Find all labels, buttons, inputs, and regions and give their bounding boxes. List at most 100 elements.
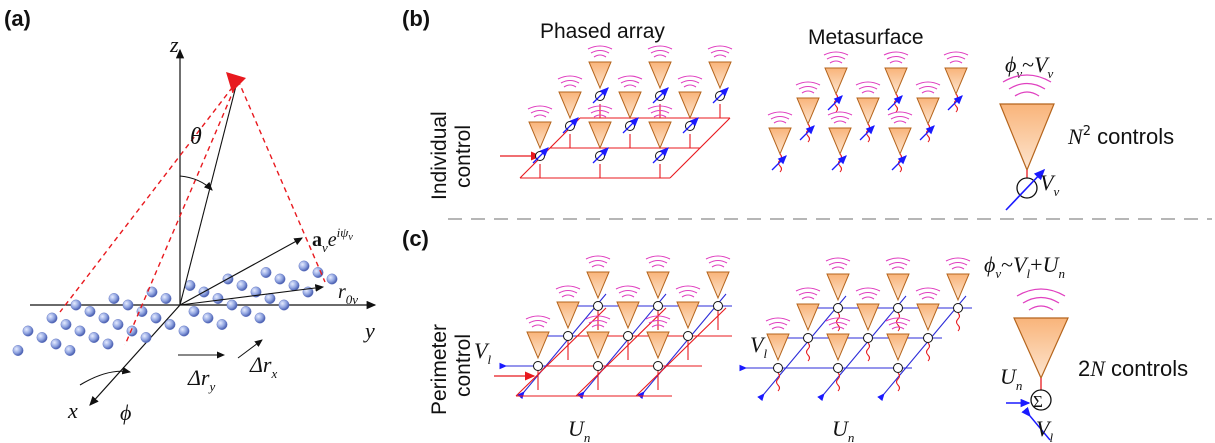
av-vector [179, 237, 303, 306]
tuning-arrow [799, 125, 815, 141]
big-antenna-c [1006, 288, 1069, 441]
antenna-element [705, 255, 731, 299]
lattice-dot [188, 306, 200, 317]
col-control-line [757, 295, 847, 402]
antenna-element [527, 105, 553, 149]
lattice-dot [64, 345, 76, 356]
panel-c-label: (c) [402, 226, 429, 251]
lattice-dot [254, 312, 266, 324]
tuning-arrow [919, 125, 935, 141]
antenna-element [525, 315, 551, 359]
lattice-dot [98, 312, 110, 324]
phase-shifter [683, 118, 698, 133]
antenna-element [945, 257, 971, 301]
sum-node [1030, 389, 1052, 411]
bias-line [865, 342, 871, 362]
lattice-dot [298, 260, 310, 272]
x-axis-label: x [67, 398, 78, 423]
control-node [893, 363, 903, 373]
antenna-element [645, 255, 671, 299]
antenna-element [707, 45, 733, 89]
tuning-arrow [859, 125, 875, 141]
phi-arc [79, 366, 132, 386]
phase-shifter [563, 118, 578, 133]
phase-shifter [593, 88, 608, 103]
antenna-element [767, 111, 793, 155]
lattice-dot [326, 273, 338, 285]
lattice-dot [108, 293, 120, 304]
drx-arrow [237, 339, 263, 359]
control-node [683, 331, 693, 341]
antenna-element [557, 75, 583, 119]
row-label-individual: Individualcontrol [428, 111, 475, 200]
antenna-element [677, 75, 703, 119]
lattice-dot [140, 332, 152, 343]
phi-label: ϕ [120, 400, 131, 425]
col-control-line [877, 295, 967, 402]
lattice-dot [46, 312, 58, 324]
lattice-dot [278, 299, 290, 311]
feed-line [575, 307, 667, 397]
feed-line [515, 307, 607, 397]
phase-shifter [713, 88, 728, 103]
lattice-dots [12, 260, 338, 356]
tuning-arrow [827, 95, 843, 111]
lattice-dot [160, 293, 172, 304]
metasurface-individual [767, 51, 969, 173]
antenna-element [675, 285, 701, 329]
antenna-element [825, 257, 851, 301]
lattice-dot [164, 319, 176, 330]
lattice-dot [70, 299, 82, 311]
lattice-dot [202, 312, 214, 324]
antenna-element [795, 81, 821, 125]
lattice-dot [146, 286, 158, 298]
feed-line [635, 307, 727, 397]
metasurface-perimeter [739, 257, 972, 402]
control-node [833, 303, 843, 313]
beam-lines [59, 79, 326, 346]
control-node [563, 331, 573, 341]
lattice-dot [84, 306, 96, 317]
panel-b: (b) Phased array Metasurface Individualc… [402, 6, 1174, 211]
control-node [773, 363, 783, 373]
bias-line [775, 372, 781, 392]
controls-c: 2N controls [1078, 356, 1188, 381]
phased-array-perimeter [494, 255, 732, 400]
lattice-dot [150, 312, 162, 324]
bias-line [955, 312, 961, 332]
lattice-dot [102, 338, 114, 350]
control-node [863, 333, 873, 343]
lattice-dot [178, 325, 190, 337]
theta-arc [179, 175, 213, 191]
antenna-element [915, 81, 941, 125]
r0v-label: r0ν [338, 281, 358, 307]
antenna-element [887, 111, 913, 155]
antenna-element [855, 81, 881, 125]
lattice-dot [212, 293, 224, 304]
tuning-arrow [887, 95, 903, 111]
lattice-dot [226, 299, 238, 311]
tuning-arrow [891, 155, 907, 171]
controls-b: N2 controls [1067, 124, 1174, 149]
antenna-element [555, 285, 581, 329]
phased-array-individual [500, 45, 733, 179]
antenna-element [795, 287, 821, 331]
lattice-dot [264, 293, 276, 304]
bias-line [895, 372, 901, 392]
V-l-left: Vl [474, 338, 491, 367]
phased-array-title: Phased array [540, 20, 665, 43]
lattice-dot [88, 332, 100, 343]
control-node [923, 333, 933, 343]
control-node [533, 361, 543, 371]
antenna-element [765, 317, 791, 361]
control-node [623, 331, 633, 341]
lattice-dot [274, 273, 286, 285]
U-n-left: Un [568, 416, 590, 443]
antenna-element [585, 255, 611, 299]
control-node [713, 301, 723, 311]
tuning-arrow [771, 155, 787, 171]
antenna-element [587, 45, 613, 89]
feed-trunk [669, 117, 731, 179]
antenna-element [823, 51, 849, 95]
